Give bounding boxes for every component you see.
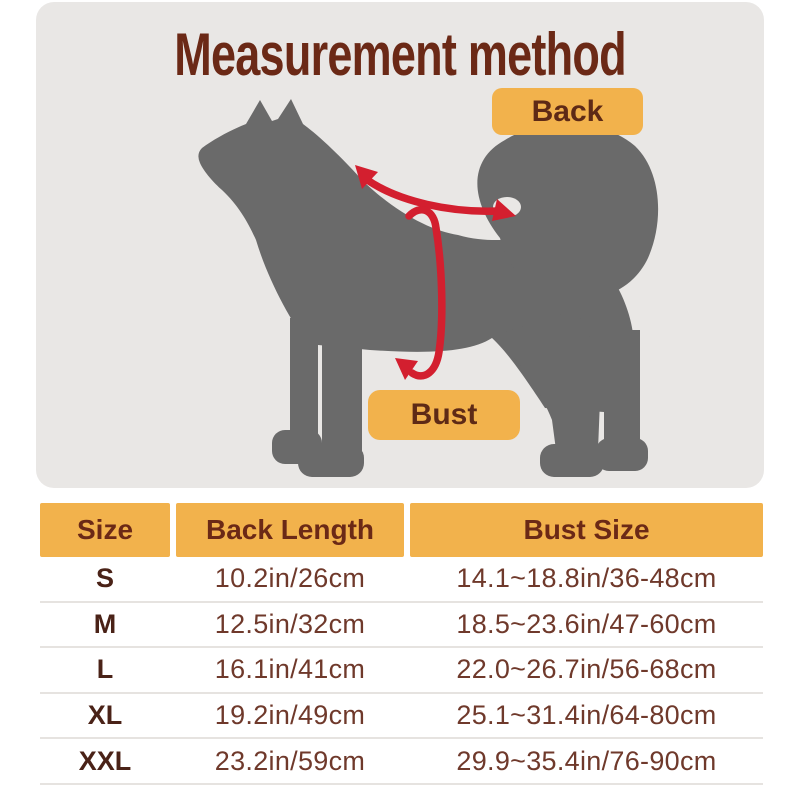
dog-curled-tail bbox=[477, 123, 659, 300]
back-arrowhead-right bbox=[492, 199, 516, 221]
size-table-header: Size Back Length Bust Size bbox=[40, 503, 763, 557]
bust-size-value: 22.0~26.7in/56-68cm bbox=[456, 654, 717, 685]
table-row-l: L 16.1in/41cm 22.0~26.7in/56-68cm bbox=[40, 648, 763, 694]
back-length-value: 23.2in/59cm bbox=[214, 745, 366, 776]
page-title: Measurement method bbox=[174, 21, 626, 88]
dog-hind-near-paw bbox=[540, 444, 604, 477]
bust-label: Bust bbox=[368, 390, 520, 440]
table-row-xl: XL 19.2in/49cm 25.1~31.4in/64-80cm bbox=[40, 694, 763, 740]
back-measure-arrow bbox=[362, 175, 503, 215]
bust-size-value: 18.5~23.6in/47-60cm bbox=[456, 608, 717, 639]
size-value: S bbox=[95, 563, 114, 594]
bust-size-value: 14.1~18.8in/36-48cm bbox=[456, 563, 717, 594]
back-length-value: 10.2in/26cm bbox=[214, 563, 366, 594]
dog-measurement-figure bbox=[198, 99, 659, 477]
bust-size-value: 29.9~35.4in/76-90cm bbox=[456, 745, 717, 776]
table-row-xxl: XXL 23.2in/59cm 29.9~35.4in/76-90cm bbox=[40, 739, 763, 785]
size-table: Size Back Length Bust Size S 10.2in/26cm… bbox=[40, 503, 763, 785]
size-value: M bbox=[93, 608, 117, 639]
bust-measure-arrow bbox=[405, 206, 446, 380]
dog-hind-far-paw bbox=[596, 438, 648, 471]
size-value: XXL bbox=[78, 745, 132, 776]
dog-hind-far-leg bbox=[604, 330, 640, 448]
back-length-value: 16.1in/41cm bbox=[214, 654, 366, 685]
dog-front-near-leg bbox=[322, 326, 362, 462]
header-size: Size bbox=[40, 503, 170, 557]
header-bust-size: Bust Size bbox=[410, 503, 763, 557]
table-row-m: M 12.5in/32cm 18.5~23.6in/47-60cm bbox=[40, 603, 763, 649]
dog-front-far-leg bbox=[290, 318, 318, 446]
back-arrowhead-left bbox=[355, 165, 378, 189]
size-value: L bbox=[96, 654, 114, 685]
back-label: Back bbox=[492, 88, 643, 135]
table-row-s: S 10.2in/26cm 14.1~18.8in/36-48cm bbox=[40, 557, 763, 603]
header-back-length: Back Length bbox=[176, 503, 404, 557]
bust-arrowhead bbox=[395, 358, 418, 380]
measurement-diagram-panel: Measurement method Back Bust bbox=[36, 2, 764, 488]
dog-hind-near-leg bbox=[492, 310, 600, 450]
bust-size-value: 25.1~31.4in/64-80cm bbox=[456, 700, 717, 731]
back-length-value: 12.5in/32cm bbox=[214, 608, 366, 639]
back-length-value: 19.2in/49cm bbox=[214, 700, 366, 731]
size-value: XL bbox=[87, 700, 123, 731]
dog-front-near-paw bbox=[298, 444, 364, 477]
